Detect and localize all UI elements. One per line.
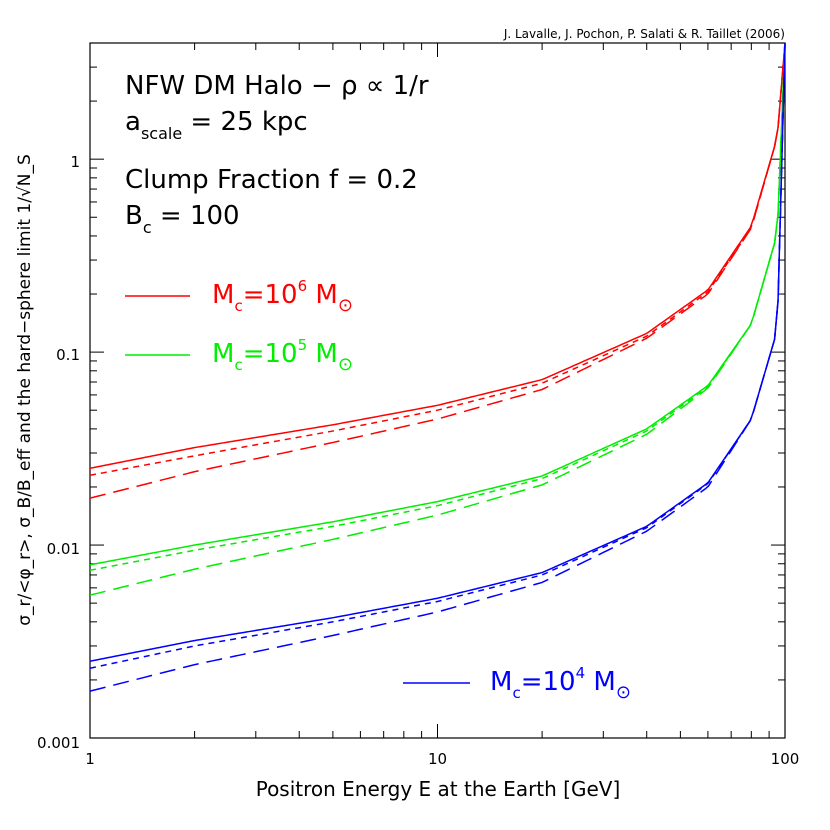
curve-1e4-solid <box>89 42 786 662</box>
legend-label-1e6: Mc=106 M⊙ <box>212 277 353 316</box>
annotation-halo-profile: NFW DM Halo − ρ ∝ 1/r <box>125 71 429 101</box>
y-tick-label-0.001: 0.001 <box>37 734 80 752</box>
y-tick-label-0.01: 0.01 <box>47 540 80 558</box>
x-tick-label-100: 100 <box>771 750 800 768</box>
chart-credit: J. Lavalle, J. Pochon, P. Salati & R. Ta… <box>503 27 785 41</box>
legend-label-1e5: Mc=105 M⊙ <box>212 336 353 375</box>
x-tick-label-10: 10 <box>428 750 447 768</box>
y-tick-label-0.1: 0.1 <box>56 346 80 364</box>
curve-1e4-short-dash <box>89 42 786 669</box>
y-tick-label-1: 1 <box>70 153 80 171</box>
legend-entry-1e5: Mc=105 M⊙ <box>125 336 353 375</box>
curve-1e6-short-dash <box>89 42 786 476</box>
curve-1e5-solid <box>89 42 786 566</box>
legend-entry-1e4: Mc=104 M⊙ <box>403 664 631 703</box>
x-tick-label-1: 1 <box>85 750 95 768</box>
curve-1e6-solid <box>89 42 786 470</box>
curve-1e5-long-dash <box>89 42 786 596</box>
curve-1e5-short-dash <box>89 42 786 572</box>
plot-frame <box>89 42 786 739</box>
data-curves <box>89 42 786 692</box>
y-tick-labels: 0.001 0.01 0.1 1 <box>37 153 80 752</box>
y-axis-title: σ_r/<φ_r>, σ_B/B_eff and the hard−sphere… <box>15 154 35 626</box>
chart-annotations: NFW DM Halo − ρ ∝ 1/r ascale = 25 kpc Cl… <box>125 71 429 237</box>
x-axis-title: Positron Energy E at the Earth [GeV] <box>256 777 621 801</box>
legend-entry-1e6: Mc=106 M⊙ <box>125 277 353 316</box>
axis-ticks <box>89 42 785 739</box>
legend-label-1e4: Mc=104 M⊙ <box>490 664 631 703</box>
curve-1e4-long-dash <box>89 42 786 692</box>
x-tick-labels: 1 10 100 <box>85 750 799 768</box>
annotation-boost-factor: Bc = 100 <box>125 201 240 237</box>
chart-legend: Mc=106 M⊙ Mc=105 M⊙ Mc=104 M⊙ <box>125 277 631 703</box>
curve-1e6-long-dash <box>89 42 786 499</box>
annotation-clump-fraction: Clump Fraction f = 0.2 <box>125 165 418 195</box>
annotation-scale-radius: ascale = 25 kpc <box>125 107 308 143</box>
